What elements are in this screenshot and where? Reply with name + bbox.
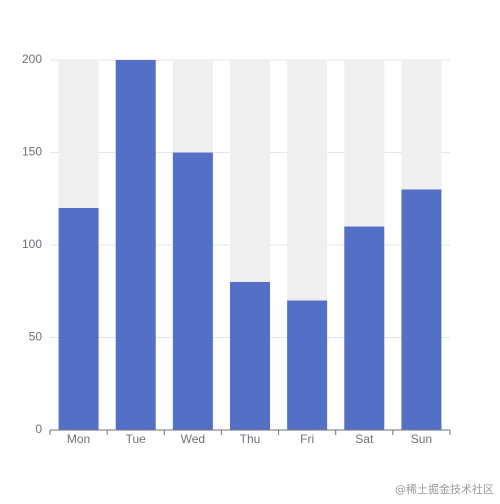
bar bbox=[172, 152, 213, 430]
x-tick-label: Fri bbox=[300, 432, 314, 446]
x-tick-label: Sat bbox=[355, 432, 374, 446]
x-tick-label: Tue bbox=[126, 432, 147, 446]
y-tick-label: 0 bbox=[35, 422, 42, 436]
y-tick-label: 200 bbox=[22, 52, 42, 66]
watermark: @稀土掘金技术社区 bbox=[395, 482, 494, 496]
x-tick-label: Sun bbox=[411, 432, 432, 446]
y-tick-label: 50 bbox=[29, 330, 43, 344]
bar bbox=[230, 282, 270, 430]
bar bbox=[344, 226, 385, 430]
bar bbox=[287, 300, 328, 430]
y-tick-label: 100 bbox=[22, 237, 42, 251]
bar bbox=[401, 189, 442, 430]
bar bbox=[115, 60, 156, 430]
y-tick-label: 150 bbox=[22, 145, 42, 159]
x-tick-label: Wed bbox=[181, 432, 205, 446]
x-tick-label: Mon bbox=[67, 432, 90, 446]
bar bbox=[58, 208, 99, 430]
x-tick-label: Thu bbox=[240, 432, 261, 446]
